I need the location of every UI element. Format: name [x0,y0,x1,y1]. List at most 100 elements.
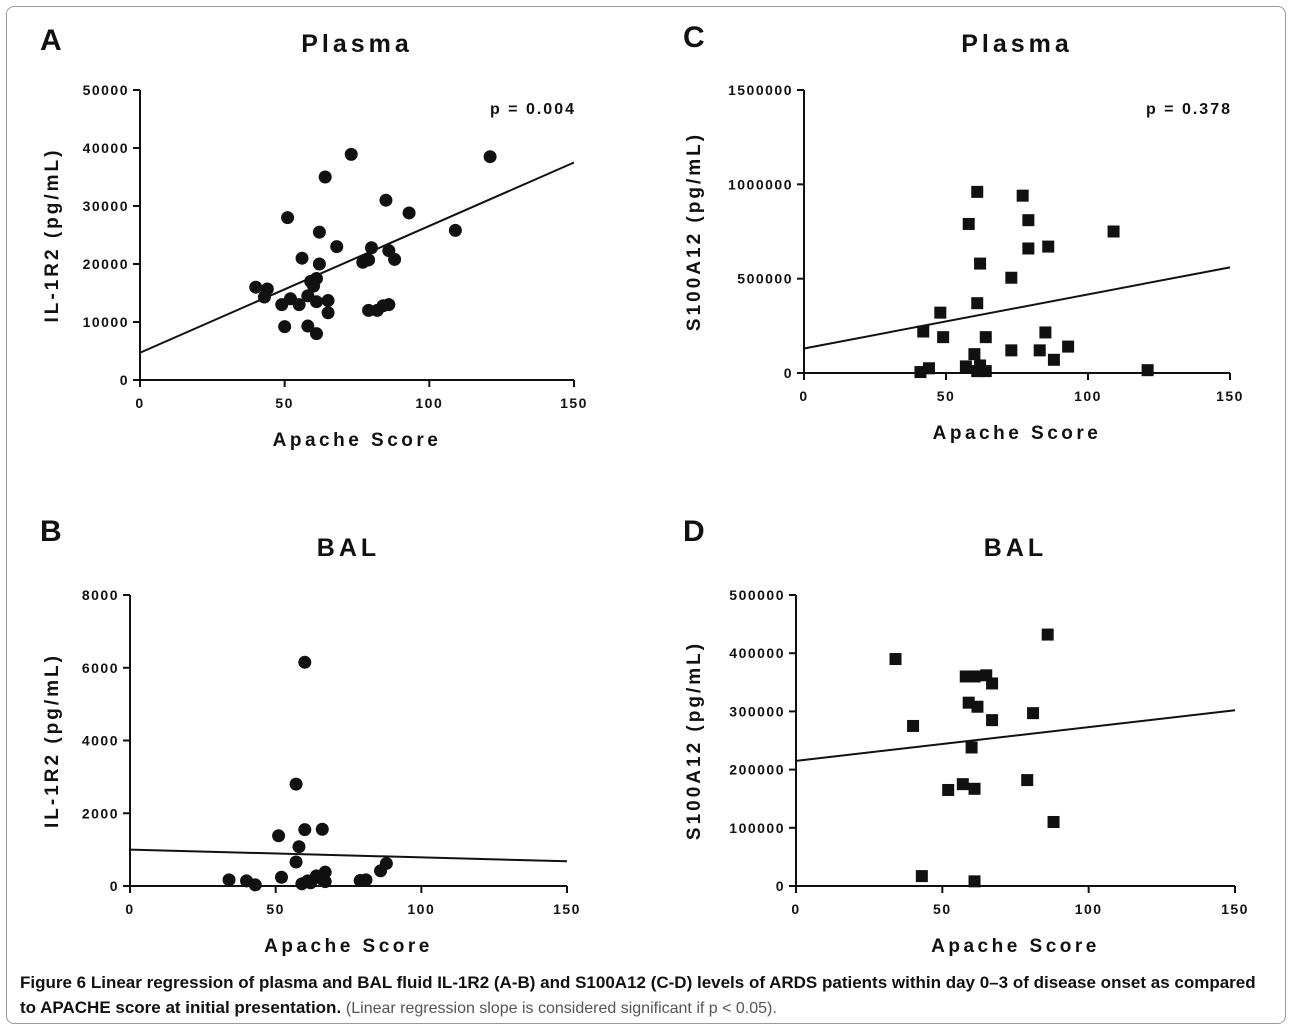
data-point [402,206,416,220]
data-point [321,294,335,308]
x-axis-label: Apache Score [264,936,433,957]
y-tick-label: 2000 [82,805,119,821]
data-point [312,225,326,239]
chart-title: BAL [984,534,1047,562]
data-point [379,856,393,870]
p-value-annotation: p = 0.004 [490,101,576,118]
caption-note: (Linear regression slope is considered s… [345,1000,777,1017]
data-point [1021,774,1034,787]
data-point [962,217,975,230]
data-point [1005,271,1018,284]
data-point [979,365,992,378]
chart-panel-a: A Plasma 0 10000 20000 30000 40000 50000 0 50 100 1… [40,24,588,451]
y-tick-label: 40000 [83,140,129,156]
panel-letter: C [683,21,705,54]
data-point [318,170,332,184]
data-point [979,331,992,344]
x-tick-label: 0 [135,395,144,411]
figure-caption: Figure 6 Linear regression of plasma and… [20,970,1270,1021]
data-point [937,331,950,344]
x-tick-label: 0 [799,388,808,404]
regression-line [795,709,1236,762]
x-axis-label: Apache Score [933,423,1102,444]
data-point [968,348,981,361]
data-point [298,823,312,837]
data-point [965,741,978,754]
y-tick-label: 200000 [729,762,785,778]
y-axis-label: S100A12 (pg/mL) [684,132,705,331]
data-point [956,778,969,791]
data-point [1047,815,1060,828]
data-point [292,298,306,312]
y-tick-label: 50000 [83,82,129,98]
data-point [483,150,497,164]
data-point [1042,240,1055,253]
x-axis-label: Apache Score [273,430,442,451]
data-point [1022,214,1035,227]
y-tick-label: 500000 [737,271,793,287]
chart-panel-b: B BAL 0 2000 4000 6000 8000 0 50 100 150 Apache Sco… [40,515,581,957]
y-tick-label: 30000 [83,198,129,214]
data-point [260,282,274,296]
regression-line [139,161,575,354]
x-tick-label: 100 [407,901,435,917]
y-tick-label: 0 [776,878,785,894]
data-point [388,252,402,266]
y-tick-label: 500000 [729,587,785,603]
x-tick-label: 50 [933,901,952,917]
data-point [321,306,335,320]
data-point [289,777,303,791]
data-point [1062,340,1075,353]
data-point [298,655,312,669]
y-tick-label: 6000 [82,660,119,676]
y-tick-label: 1500000 [728,82,793,98]
x-tick-label: 50 [937,388,956,404]
y-tick-label: 8000 [82,587,119,603]
data-point [289,855,303,869]
data-point [1027,707,1040,720]
data-point [968,875,981,888]
data-point [364,241,378,255]
data-point [315,822,329,836]
panel-letter: A [40,24,62,57]
x-axis-label: Apache Score [931,936,1100,957]
chart-title: Plasma [961,30,1073,58]
data-point [942,783,955,796]
y-tick-label: 400000 [729,645,785,661]
chart-panel-c: C Plasma 0 500000 1000000 1500000 0 50 100 150 Apa… [683,21,1242,444]
x-tick-label: 150 [1221,901,1249,917]
x-tick-label: 50 [266,901,285,917]
data-point [959,360,972,373]
y-tick-label: 10000 [83,314,129,330]
data-point [222,873,236,887]
data-point [292,840,306,854]
y-tick-label: 20000 [83,256,129,272]
panel-letter: D [683,515,705,548]
x-tick-label: 150 [560,395,588,411]
data-point [330,240,344,254]
data-point [379,193,393,207]
x-tick-label: 100 [415,395,443,411]
data-point [309,272,323,285]
data-point [986,677,999,690]
y-tick-label: 300000 [729,703,785,719]
y-tick-label: 0 [110,878,119,894]
data-point [278,320,292,334]
data-point [1107,225,1120,238]
data-point [934,306,947,319]
figure-frame [6,6,1286,1024]
data-point [1022,242,1035,255]
x-tick-label: 0 [125,901,134,917]
x-tick-label: 0 [791,901,800,917]
data-point [1005,344,1018,357]
data-point [448,223,462,237]
y-axis-label: S100A12 (pg/mL) [684,641,705,840]
data-point [917,325,930,338]
data-point [968,782,981,795]
data-point [309,327,323,341]
y-axis-label: IL-1R2 (pg/mL) [42,653,63,828]
x-tick-label: 100 [1075,901,1103,917]
data-point [1039,326,1052,339]
y-tick-label: 0 [784,365,793,381]
x-tick-label: 150 [553,901,581,917]
